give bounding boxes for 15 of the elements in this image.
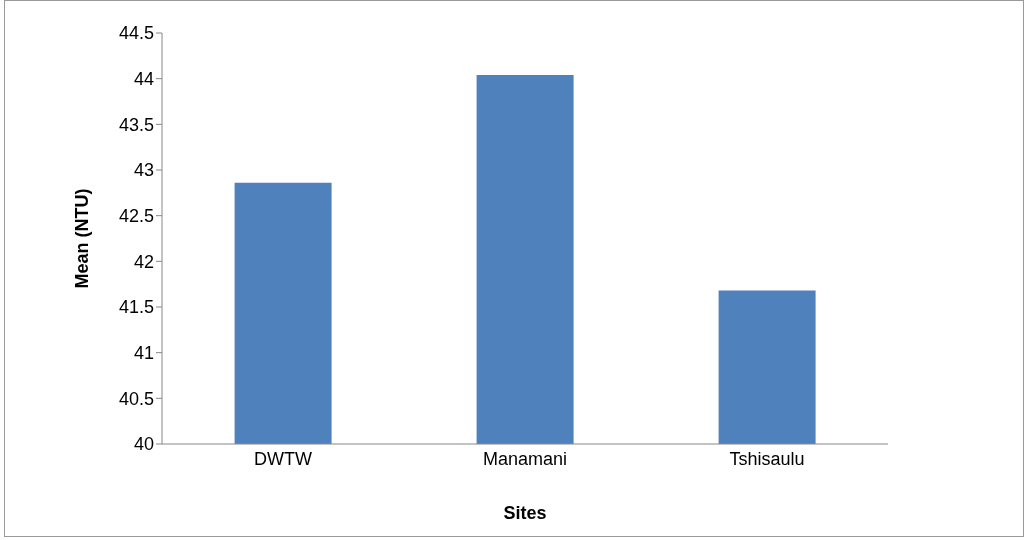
y-axis-title: Mean (NTU)	[72, 188, 93, 289]
y-tick-label: 43.5	[118, 114, 154, 135]
y-tick-label: 44	[133, 69, 154, 90]
y-tick-label: 42.5	[118, 206, 154, 227]
y-tick-label: 40.5	[118, 388, 154, 409]
x-tick-label: Manamani	[482, 448, 568, 469]
y-tick-label: 41.5	[118, 297, 154, 318]
y-tick-label: 41	[133, 343, 154, 364]
y-tick-label: 43	[133, 160, 154, 181]
y-tick-label: 42	[133, 251, 154, 272]
y-tick-label: 44.5	[118, 23, 154, 44]
x-axis-title: Sites	[503, 502, 547, 523]
x-tick-label: Tshisaulu	[729, 448, 805, 469]
y-tick-label: 40	[133, 434, 154, 455]
x-tick-label: DWTW	[254, 448, 312, 469]
